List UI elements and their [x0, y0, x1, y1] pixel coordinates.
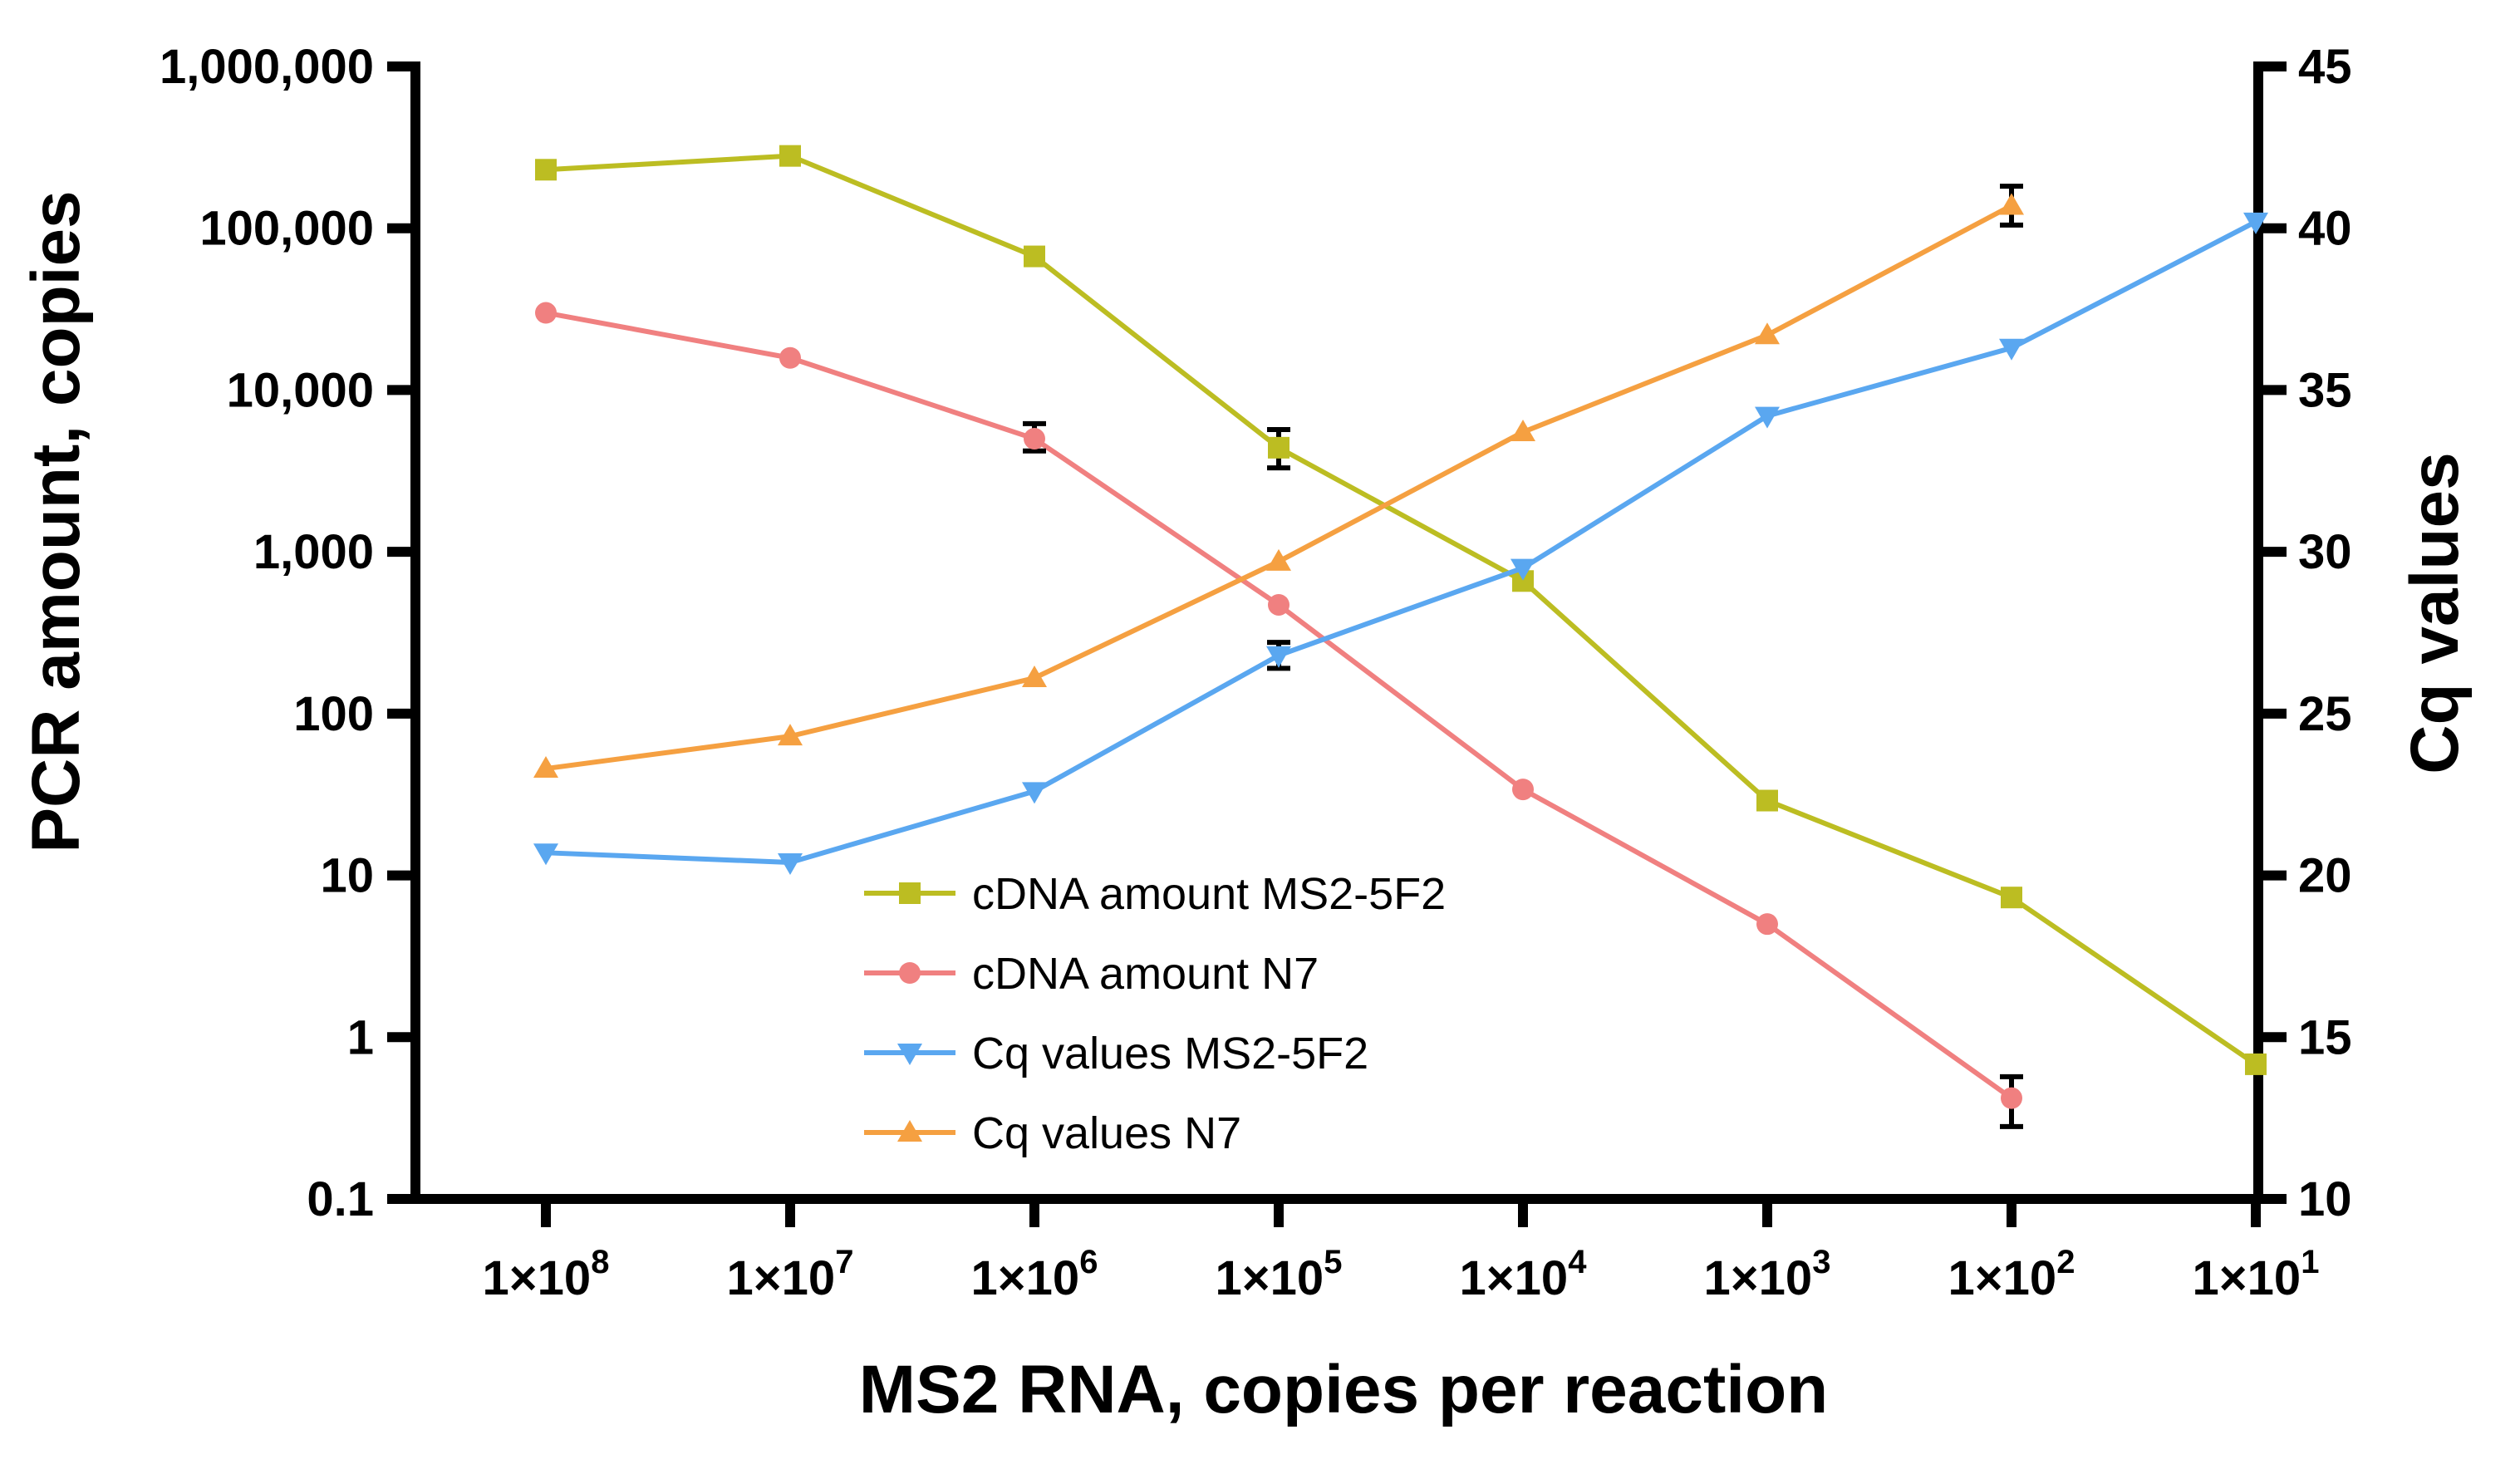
- y-left-tick-label: 1: [347, 1010, 374, 1064]
- data-point: [1755, 322, 1780, 345]
- legend-marker: [897, 1044, 922, 1065]
- series-cq-values-n7: [533, 184, 2024, 779]
- data-point: [1756, 789, 1778, 812]
- y-right-tick-label: 35: [2298, 363, 2352, 417]
- series-layer: [533, 145, 2268, 1129]
- data-point: [1024, 428, 1045, 450]
- x-tick-label: 1×104: [1460, 1244, 1588, 1305]
- legend-entry: cDNA amount MS2-5F2: [864, 869, 1446, 919]
- data-point: [1999, 338, 2024, 361]
- y-right-tick-label: 10: [2298, 1172, 2352, 1226]
- y-left-tick-label: 0.1: [307, 1172, 374, 1226]
- axes: 0.1 1 10 100 1,000 10,000 100,000 1,000,000 10 15…: [160, 40, 2352, 1305]
- series-line: [545, 153, 2257, 1067]
- y-axis-right-title: Cq values: [2397, 452, 2473, 774]
- y-left-tick-label: 1,000: [253, 525, 374, 579]
- data-point: [1024, 245, 1045, 268]
- data-point: [1756, 913, 1778, 936]
- y-left-tick-label: 10: [320, 849, 374, 903]
- data-point: [1268, 436, 1289, 459]
- data-point: [1022, 666, 1047, 688]
- y-right-tick-label: 25: [2298, 687, 2352, 741]
- x-tick-label: 1×101: [2193, 1244, 2320, 1305]
- data-point: [1266, 646, 1291, 668]
- x-tick-label: 1×107: [727, 1244, 854, 1305]
- legend-marker: [899, 882, 921, 904]
- series-cq-values-ms2-5f2: [533, 212, 2268, 875]
- legend-entry: cDNA amount N7: [864, 949, 1319, 999]
- series-line: [545, 203, 2013, 772]
- data-point: [779, 145, 801, 167]
- data-point: [2245, 1053, 2267, 1075]
- data-point: [535, 159, 557, 181]
- data-point: [533, 843, 558, 866]
- data-point: [1512, 779, 1534, 801]
- y-right-tick-label: 20: [2298, 849, 2352, 903]
- legend-marker: [899, 962, 921, 984]
- series-line: [545, 219, 2257, 865]
- data-point: [779, 346, 801, 369]
- data-point: [2001, 1087, 2022, 1109]
- y-axis-left-title: PCR amount, copies: [18, 190, 94, 852]
- x-tick-label: 1×103: [1704, 1244, 1831, 1305]
- y-left-tick-label: 10,000: [227, 363, 374, 417]
- data-point: [1999, 193, 2024, 215]
- x-tick-label: 1×105: [1216, 1244, 1343, 1305]
- legend: cDNA amount MS2-5F2 cDNA amount N7 Cq valu…: [864, 869, 1446, 1158]
- legend-entry: Cq values N7: [864, 1108, 1241, 1158]
- data-point: [1755, 406, 1780, 429]
- data-point: [1268, 593, 1289, 616]
- x-tick-label: 1×106: [971, 1244, 1098, 1305]
- series-cdna-amount-ms2-5f2: [535, 145, 2267, 1075]
- data-point: [1022, 782, 1047, 804]
- y-left-tick-label: 1,000,000: [160, 40, 374, 94]
- y-right-tick-label: 15: [2298, 1010, 2352, 1064]
- y-right-tick-label: 40: [2298, 202, 2352, 256]
- data-point: [2243, 212, 2268, 234]
- x-tick-label: 1×102: [1948, 1244, 2075, 1305]
- legend-label: cDNA amount MS2-5F2: [972, 869, 1446, 919]
- data-point: [1511, 420, 1535, 442]
- series-cdna-amount-n7: [535, 302, 2023, 1129]
- x-axis-title: MS2 RNA, copies per reaction: [859, 1352, 1829, 1427]
- y-left-tick-label: 100,000: [199, 202, 374, 256]
- data-point: [778, 852, 803, 875]
- y-right-tick-label: 30: [2298, 525, 2352, 579]
- legend-label: cDNA amount N7: [972, 949, 1319, 999]
- legend-label: Cq values N7: [972, 1108, 1241, 1158]
- data-point: [778, 724, 803, 746]
- data-point: [1266, 548, 1291, 571]
- legend-entry: Cq values MS2-5F2: [864, 1029, 1368, 1078]
- x-tick-label: 1×108: [483, 1244, 610, 1305]
- data-point: [535, 302, 557, 324]
- legend-label: Cq values MS2-5F2: [972, 1029, 1368, 1078]
- legend-marker: [897, 1120, 922, 1142]
- data-point: [1511, 558, 1535, 581]
- y-left-tick-label: 100: [293, 687, 374, 741]
- data-point: [2001, 887, 2022, 909]
- y-right-tick-label: 45: [2298, 40, 2352, 94]
- data-point: [533, 756, 558, 779]
